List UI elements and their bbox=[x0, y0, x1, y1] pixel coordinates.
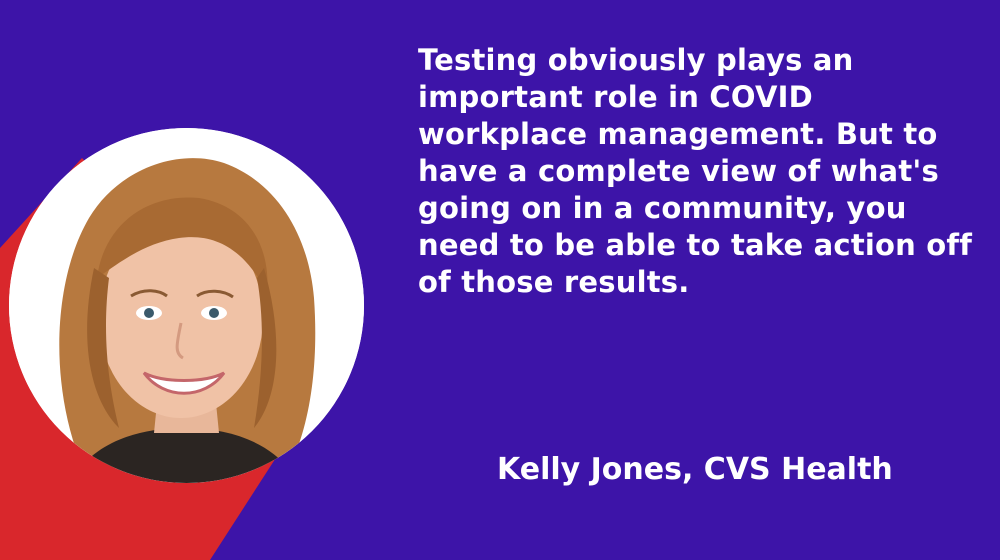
attribution-text: Kelly Jones, CVS Health bbox=[497, 452, 893, 487]
quote-text: Testing obviously plays an important rol… bbox=[418, 43, 973, 299]
person-portrait-icon bbox=[9, 128, 364, 483]
portrait-avatar bbox=[9, 128, 364, 483]
